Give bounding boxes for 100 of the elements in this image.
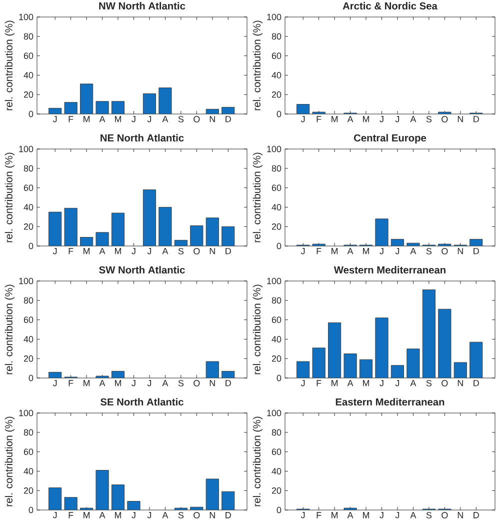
x-tick-label: J xyxy=(132,380,136,386)
y-axis-title: rel. contribution (%) xyxy=(4,152,15,242)
x-tick-label: M xyxy=(115,116,122,122)
x-tick-label: M xyxy=(363,380,370,386)
x-tick-label: A xyxy=(410,512,416,518)
x-tick-label: J xyxy=(300,380,305,386)
x-tick-label: A xyxy=(410,116,416,122)
x-tick-label: J xyxy=(147,248,152,254)
x-tick-label: O xyxy=(442,116,448,122)
x-tick-label: J xyxy=(380,248,384,254)
x-tick-label: A xyxy=(99,116,106,122)
x-tick-label: M xyxy=(115,248,122,254)
x-tick-label: J xyxy=(380,512,384,518)
y-tick-label: 80 xyxy=(272,33,282,40)
y-tick-label: 80 xyxy=(24,33,34,40)
y-tick-label: 40 xyxy=(24,204,34,210)
x-tick-label: F xyxy=(68,512,74,518)
x-tick-label: O xyxy=(194,380,200,386)
x-tick-label: J xyxy=(300,116,305,122)
x-tick-label: A xyxy=(162,380,168,386)
x-tick-label: A xyxy=(99,380,106,386)
x-tick-label: F xyxy=(316,248,322,254)
x-tick-label: F xyxy=(68,380,74,386)
x-tick-label: F xyxy=(316,512,322,518)
x-tick-label: M xyxy=(115,512,122,518)
x-tick-label: A xyxy=(410,248,416,254)
y-tick-label: 100 xyxy=(267,146,282,152)
y-tick-label: 20 xyxy=(24,91,34,98)
y-tick-label: 20 xyxy=(24,487,34,494)
x-tick-label: O xyxy=(194,248,200,254)
x-tick-label: J xyxy=(52,512,57,518)
y-tick-label: 0 xyxy=(276,242,282,250)
y-tick-label: 40 xyxy=(24,336,34,342)
y-tick-label: 80 xyxy=(24,429,34,436)
x-tick-label: M xyxy=(115,380,122,386)
x-tick-label: N xyxy=(210,512,215,518)
x-tick-label: N xyxy=(458,116,463,122)
x-tick-label: M xyxy=(84,380,90,386)
y-tick-label: 0 xyxy=(276,506,282,514)
x-tick-label: M xyxy=(363,116,370,122)
x-tick-label: J xyxy=(147,116,152,122)
y-tick-label: 80 xyxy=(272,165,282,172)
x-tick-label: M xyxy=(332,248,338,254)
y-axis-title: rel. contribution (%) xyxy=(4,416,15,506)
x-tick-label: A xyxy=(347,512,354,518)
y-tick-label: 40 xyxy=(24,72,34,78)
chart-title: NW North Atlantic xyxy=(99,2,186,10)
y-axis-title: rel. contribution (%) xyxy=(252,284,263,374)
x-tick-label: A xyxy=(347,116,354,122)
y-tick-label: 100 xyxy=(267,14,282,20)
x-tick-label: J xyxy=(147,512,152,518)
x-tick-label: A xyxy=(99,248,106,254)
x-tick-label: D xyxy=(474,116,479,122)
y-tick-label: 40 xyxy=(272,72,282,78)
x-tick-label: S xyxy=(426,512,432,518)
y-tick-label: 60 xyxy=(272,448,282,455)
x-tick-label: S xyxy=(426,380,432,386)
chart-title: NE North Atlantic xyxy=(100,134,184,142)
x-tick-label: D xyxy=(226,512,231,518)
y-tick-label: 0 xyxy=(28,110,34,118)
x-tick-label: A xyxy=(162,116,168,122)
x-tick-label: D xyxy=(226,248,231,254)
y-axis-title: rel. contribution (%) xyxy=(252,152,263,242)
y-tick-label: 40 xyxy=(24,468,34,474)
y-tick-label: 100 xyxy=(19,278,34,284)
y-tick-label: 40 xyxy=(272,336,282,342)
x-tick-label: M xyxy=(332,116,338,122)
y-tick-label: 100 xyxy=(19,146,34,152)
x-tick-label: S xyxy=(426,116,432,122)
x-tick-label: S xyxy=(178,512,184,518)
x-tick-label: D xyxy=(474,248,479,254)
x-tick-label: O xyxy=(194,116,200,122)
x-tick-label: M xyxy=(332,512,338,518)
y-tick-label: 0 xyxy=(276,374,282,382)
x-tick-label: N xyxy=(210,248,215,254)
x-tick-label: F xyxy=(316,116,322,122)
x-tick-label: A xyxy=(410,380,416,386)
x-tick-label: J xyxy=(147,380,152,386)
x-tick-label: J xyxy=(52,248,57,254)
y-tick-label: 100 xyxy=(19,410,34,416)
x-tick-label: M xyxy=(84,512,90,518)
x-tick-label: J xyxy=(395,512,400,518)
y-tick-label: 20 xyxy=(24,355,34,362)
x-tick-label: J xyxy=(52,380,57,386)
x-tick-label: J xyxy=(300,248,305,254)
x-tick-label: N xyxy=(458,248,463,254)
y-tick-label: 80 xyxy=(272,429,282,436)
x-tick-label: N xyxy=(210,116,215,122)
x-tick-label: M xyxy=(332,380,338,386)
x-tick-label: F xyxy=(68,116,74,122)
x-tick-label: A xyxy=(162,512,168,518)
x-tick-label: M xyxy=(363,248,370,254)
x-tick-label: F xyxy=(68,248,74,254)
y-tick-label: 0 xyxy=(28,374,34,382)
y-tick-label: 100 xyxy=(267,278,282,284)
x-tick-label: D xyxy=(226,380,231,386)
chart-title: Central Europe xyxy=(354,134,426,144)
chart-title: SW North Atlantic xyxy=(99,266,185,274)
y-tick-label: 20 xyxy=(272,487,282,494)
x-tick-label: O xyxy=(442,248,448,254)
